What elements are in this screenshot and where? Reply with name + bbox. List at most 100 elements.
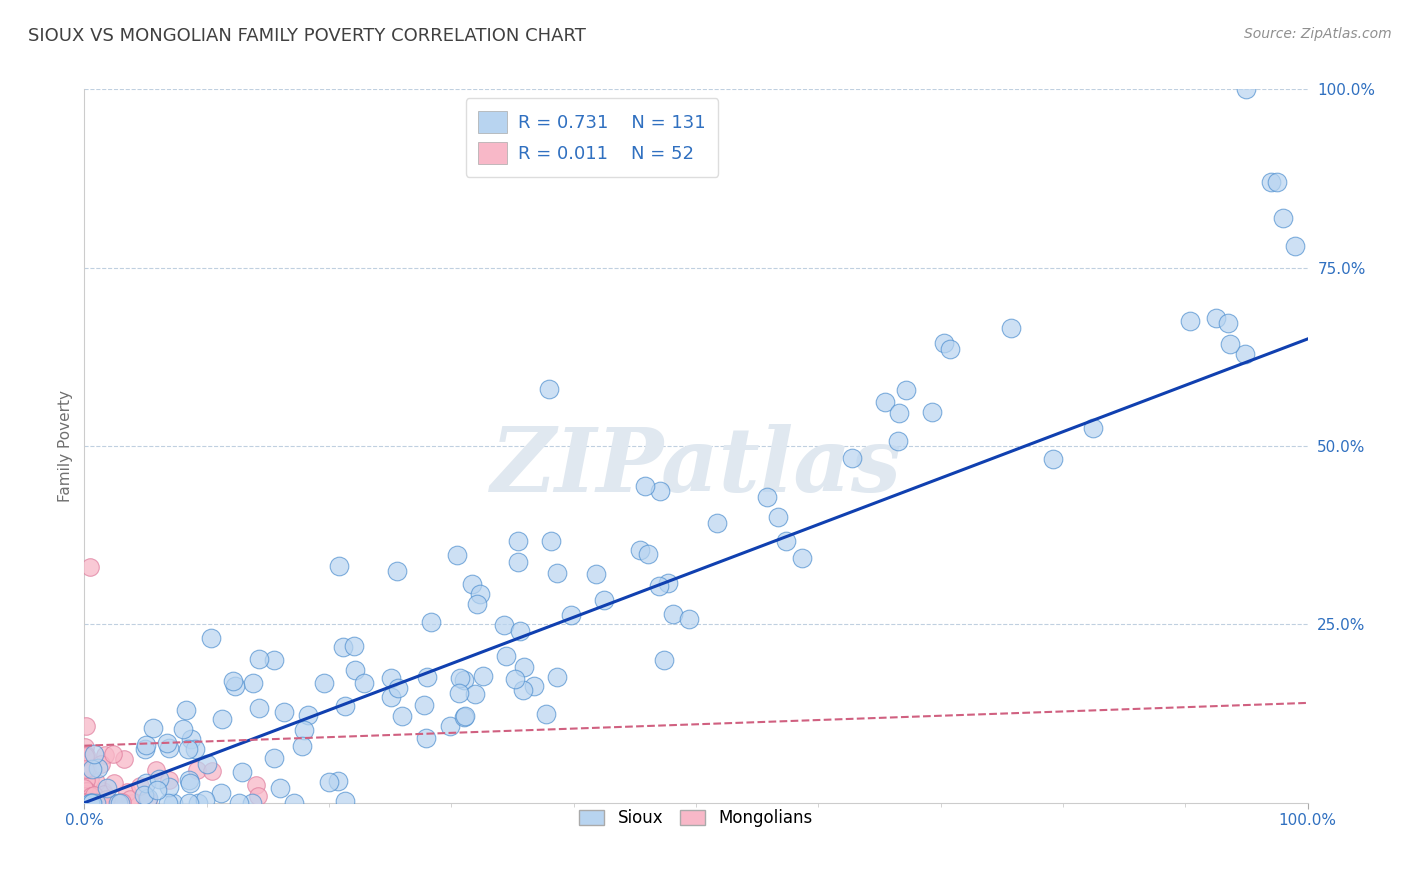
Point bbox=[546, 670, 568, 684]
Point bbox=[157, 773, 180, 788]
Point bbox=[921, 405, 943, 419]
Point bbox=[93, 747, 115, 762]
Text: ZIPatlas: ZIPatlas bbox=[491, 425, 901, 510]
Point bbox=[75, 719, 97, 733]
Point bbox=[263, 751, 285, 765]
Point bbox=[136, 792, 159, 806]
Point bbox=[415, 731, 437, 745]
Point bbox=[468, 587, 491, 601]
Point bbox=[318, 774, 340, 789]
Text: SIOUX VS MONGOLIAN FAMILY POVERTY CORRELATION CHART: SIOUX VS MONGOLIAN FAMILY POVERTY CORREL… bbox=[28, 27, 586, 45]
Point bbox=[187, 796, 209, 810]
Point bbox=[156, 736, 179, 750]
Point bbox=[1219, 337, 1241, 351]
Point bbox=[314, 676, 336, 690]
Point bbox=[841, 450, 863, 465]
Point bbox=[446, 548, 468, 562]
Point bbox=[387, 565, 409, 579]
Point bbox=[121, 796, 143, 810]
Point bbox=[73, 795, 96, 809]
Point bbox=[94, 795, 117, 809]
Point bbox=[75, 784, 97, 798]
Point bbox=[538, 382, 561, 396]
Point bbox=[180, 732, 202, 747]
Point bbox=[650, 483, 672, 498]
Point bbox=[145, 763, 167, 777]
Point bbox=[503, 673, 526, 687]
Legend: Sioux, Mongolians: Sioux, Mongolians bbox=[572, 803, 820, 834]
Point bbox=[145, 783, 167, 797]
Point bbox=[512, 683, 534, 698]
Point bbox=[89, 795, 111, 809]
Point bbox=[269, 781, 291, 796]
Point bbox=[506, 534, 529, 549]
Point bbox=[76, 762, 98, 776]
Point bbox=[1233, 347, 1256, 361]
Point bbox=[93, 787, 115, 801]
Y-axis label: Family Poverty: Family Poverty bbox=[58, 390, 73, 502]
Point bbox=[413, 698, 436, 712]
Point bbox=[87, 762, 110, 776]
Point bbox=[246, 789, 269, 803]
Point bbox=[159, 741, 181, 756]
Point bbox=[80, 796, 103, 810]
Point bbox=[297, 708, 319, 723]
Point bbox=[380, 671, 402, 685]
Point bbox=[80, 796, 103, 810]
Point bbox=[80, 762, 103, 776]
Point bbox=[242, 676, 264, 690]
Point bbox=[96, 794, 118, 808]
Point bbox=[201, 764, 224, 779]
Point bbox=[103, 776, 125, 790]
Point bbox=[96, 792, 118, 806]
Point bbox=[1236, 82, 1258, 96]
Point bbox=[546, 566, 568, 581]
Point bbox=[73, 789, 96, 803]
Point bbox=[328, 559, 350, 574]
Point bbox=[512, 659, 534, 673]
Point bbox=[107, 796, 129, 810]
Point bbox=[75, 762, 97, 776]
Point bbox=[75, 787, 97, 801]
Point bbox=[82, 796, 104, 810]
Point bbox=[84, 774, 107, 789]
Point bbox=[129, 779, 152, 793]
Point bbox=[416, 671, 439, 685]
Point bbox=[534, 706, 557, 721]
Point bbox=[453, 709, 475, 723]
Point bbox=[540, 534, 562, 549]
Point bbox=[1205, 311, 1227, 326]
Point bbox=[108, 796, 131, 810]
Point bbox=[79, 772, 101, 786]
Point bbox=[453, 673, 475, 687]
Point bbox=[86, 796, 108, 810]
Point bbox=[522, 680, 544, 694]
Point bbox=[391, 709, 413, 723]
Point bbox=[156, 796, 179, 810]
Point bbox=[195, 757, 218, 772]
Point bbox=[79, 796, 101, 810]
Point bbox=[766, 509, 789, 524]
Point bbox=[292, 723, 315, 738]
Point bbox=[333, 794, 356, 808]
Point bbox=[1216, 316, 1239, 330]
Point bbox=[110, 795, 132, 809]
Point bbox=[326, 773, 349, 788]
Point bbox=[419, 615, 441, 629]
Point bbox=[887, 406, 910, 420]
Point bbox=[90, 756, 112, 771]
Point bbox=[75, 747, 97, 762]
Point bbox=[115, 785, 138, 799]
Point bbox=[75, 772, 97, 787]
Point bbox=[934, 335, 956, 350]
Point bbox=[560, 607, 582, 622]
Point bbox=[73, 780, 96, 795]
Point bbox=[509, 624, 531, 639]
Point bbox=[593, 592, 616, 607]
Point bbox=[887, 434, 910, 448]
Point bbox=[439, 719, 461, 733]
Point bbox=[1284, 239, 1306, 253]
Point bbox=[112, 752, 135, 766]
Point bbox=[135, 775, 157, 789]
Point bbox=[1272, 211, 1295, 225]
